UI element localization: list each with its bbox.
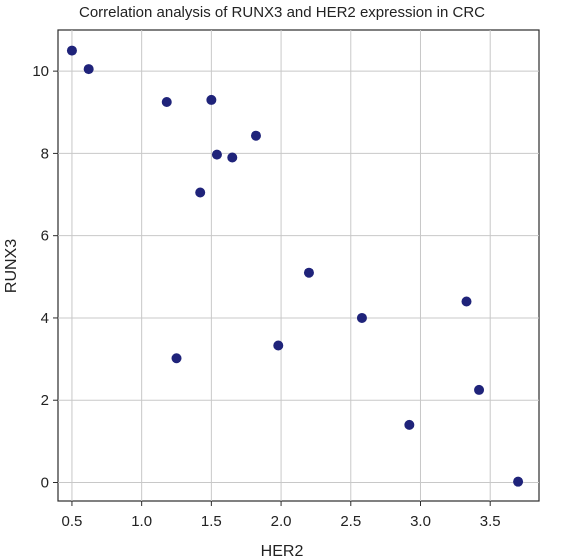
scatter-point	[404, 419, 415, 430]
x-tick-label: 2.5	[340, 513, 361, 530]
scatter-point	[161, 96, 172, 107]
scatter-point	[171, 353, 182, 364]
plot-area	[57, 29, 540, 502]
scatter-point	[250, 130, 261, 141]
scatter-point	[273, 340, 284, 351]
scatter-point	[66, 45, 77, 56]
x-tick-label: 0.5	[62, 513, 83, 530]
chart-title: Correlation analysis of RUNX3 and HER2 e…	[79, 4, 485, 21]
x-tick-label: 3.0	[410, 513, 431, 530]
y-tick-label: 4	[41, 310, 49, 327]
y-tick-label: 8	[41, 145, 49, 162]
scatter-point	[206, 94, 217, 105]
x-axis-tick-labels: 0.5 1.0 1.5 2.0 2.5 3.0 3.5	[62, 513, 501, 530]
x-tick-label: 1.0	[131, 513, 152, 530]
scatter-point	[513, 476, 524, 487]
scatter-point	[474, 384, 485, 395]
axis-ticks	[53, 70, 491, 506]
scatter-point	[83, 64, 94, 75]
x-tick-label: 2.0	[271, 513, 292, 530]
x-tick-label: 1.5	[201, 513, 222, 530]
scatter-point	[227, 152, 238, 163]
y-axis-label: RUNX3	[3, 239, 20, 293]
grid-lines	[58, 30, 539, 501]
scatter-point	[461, 296, 472, 307]
scatter-point	[303, 267, 314, 278]
y-axis-tick-labels: 0 2 4 6 8 10	[32, 63, 49, 491]
scatter-point	[211, 149, 222, 160]
scatter-point	[195, 187, 206, 198]
y-tick-label: 2	[41, 392, 49, 409]
y-tick-label: 0	[41, 474, 49, 491]
y-tick-label: 10	[32, 63, 49, 80]
scatter-point	[356, 312, 367, 323]
x-tick-label: 3.5	[480, 513, 501, 530]
data-points	[66, 45, 524, 487]
x-axis-label: HER2	[261, 543, 304, 560]
y-tick-label: 6	[41, 228, 49, 245]
